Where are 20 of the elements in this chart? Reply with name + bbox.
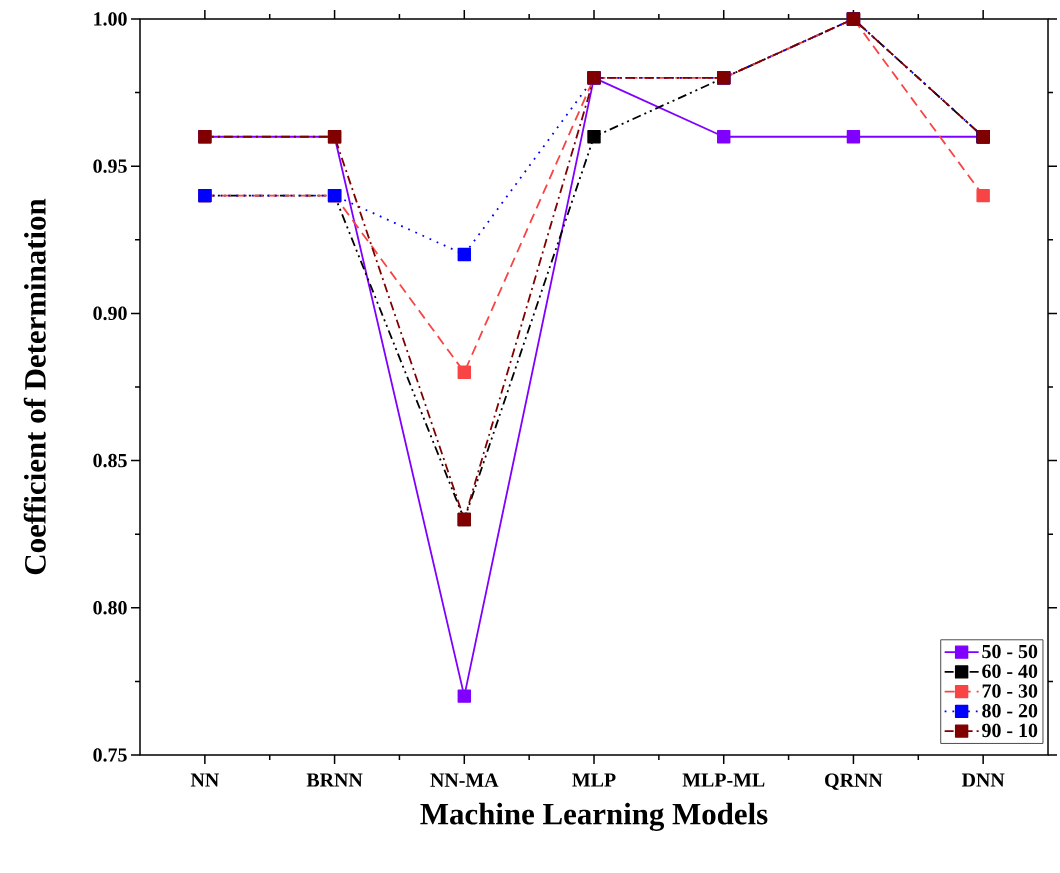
y-tick-label: 0.95 [93, 159, 127, 173]
legend-label: 90 - 10 [982, 723, 1038, 738]
x-tick-label: QRNN [825, 773, 883, 790]
legend-label: 70 - 30 [982, 684, 1038, 698]
x-tick-label: NN-MA [430, 773, 499, 787]
x-tick-label: MLP-ML [682, 773, 765, 787]
x-tick-label: NN [190, 773, 219, 787]
x-tick-label: BRNN [306, 773, 363, 787]
y-tick-label: 0.90 [93, 306, 127, 321]
legend-label: 50 - 50 [982, 644, 1038, 659]
x-tick-label: MLP [572, 773, 616, 787]
y-tick-label: 0.80 [93, 601, 127, 615]
y-tick-label: 0.75 [93, 748, 127, 762]
y-axis-title: Coefficient of Determination [23, 198, 46, 575]
y-tick-label: 1.00 [94, 12, 127, 26]
legend-label: 80 - 20 [982, 703, 1038, 718]
legend-label: 60 - 40 [982, 664, 1038, 678]
x-tick-label: DNN [961, 773, 1005, 787]
x-axis-title: Machine Learning Models [420, 802, 768, 832]
y-tick-label: 0.85 [93, 453, 127, 468]
